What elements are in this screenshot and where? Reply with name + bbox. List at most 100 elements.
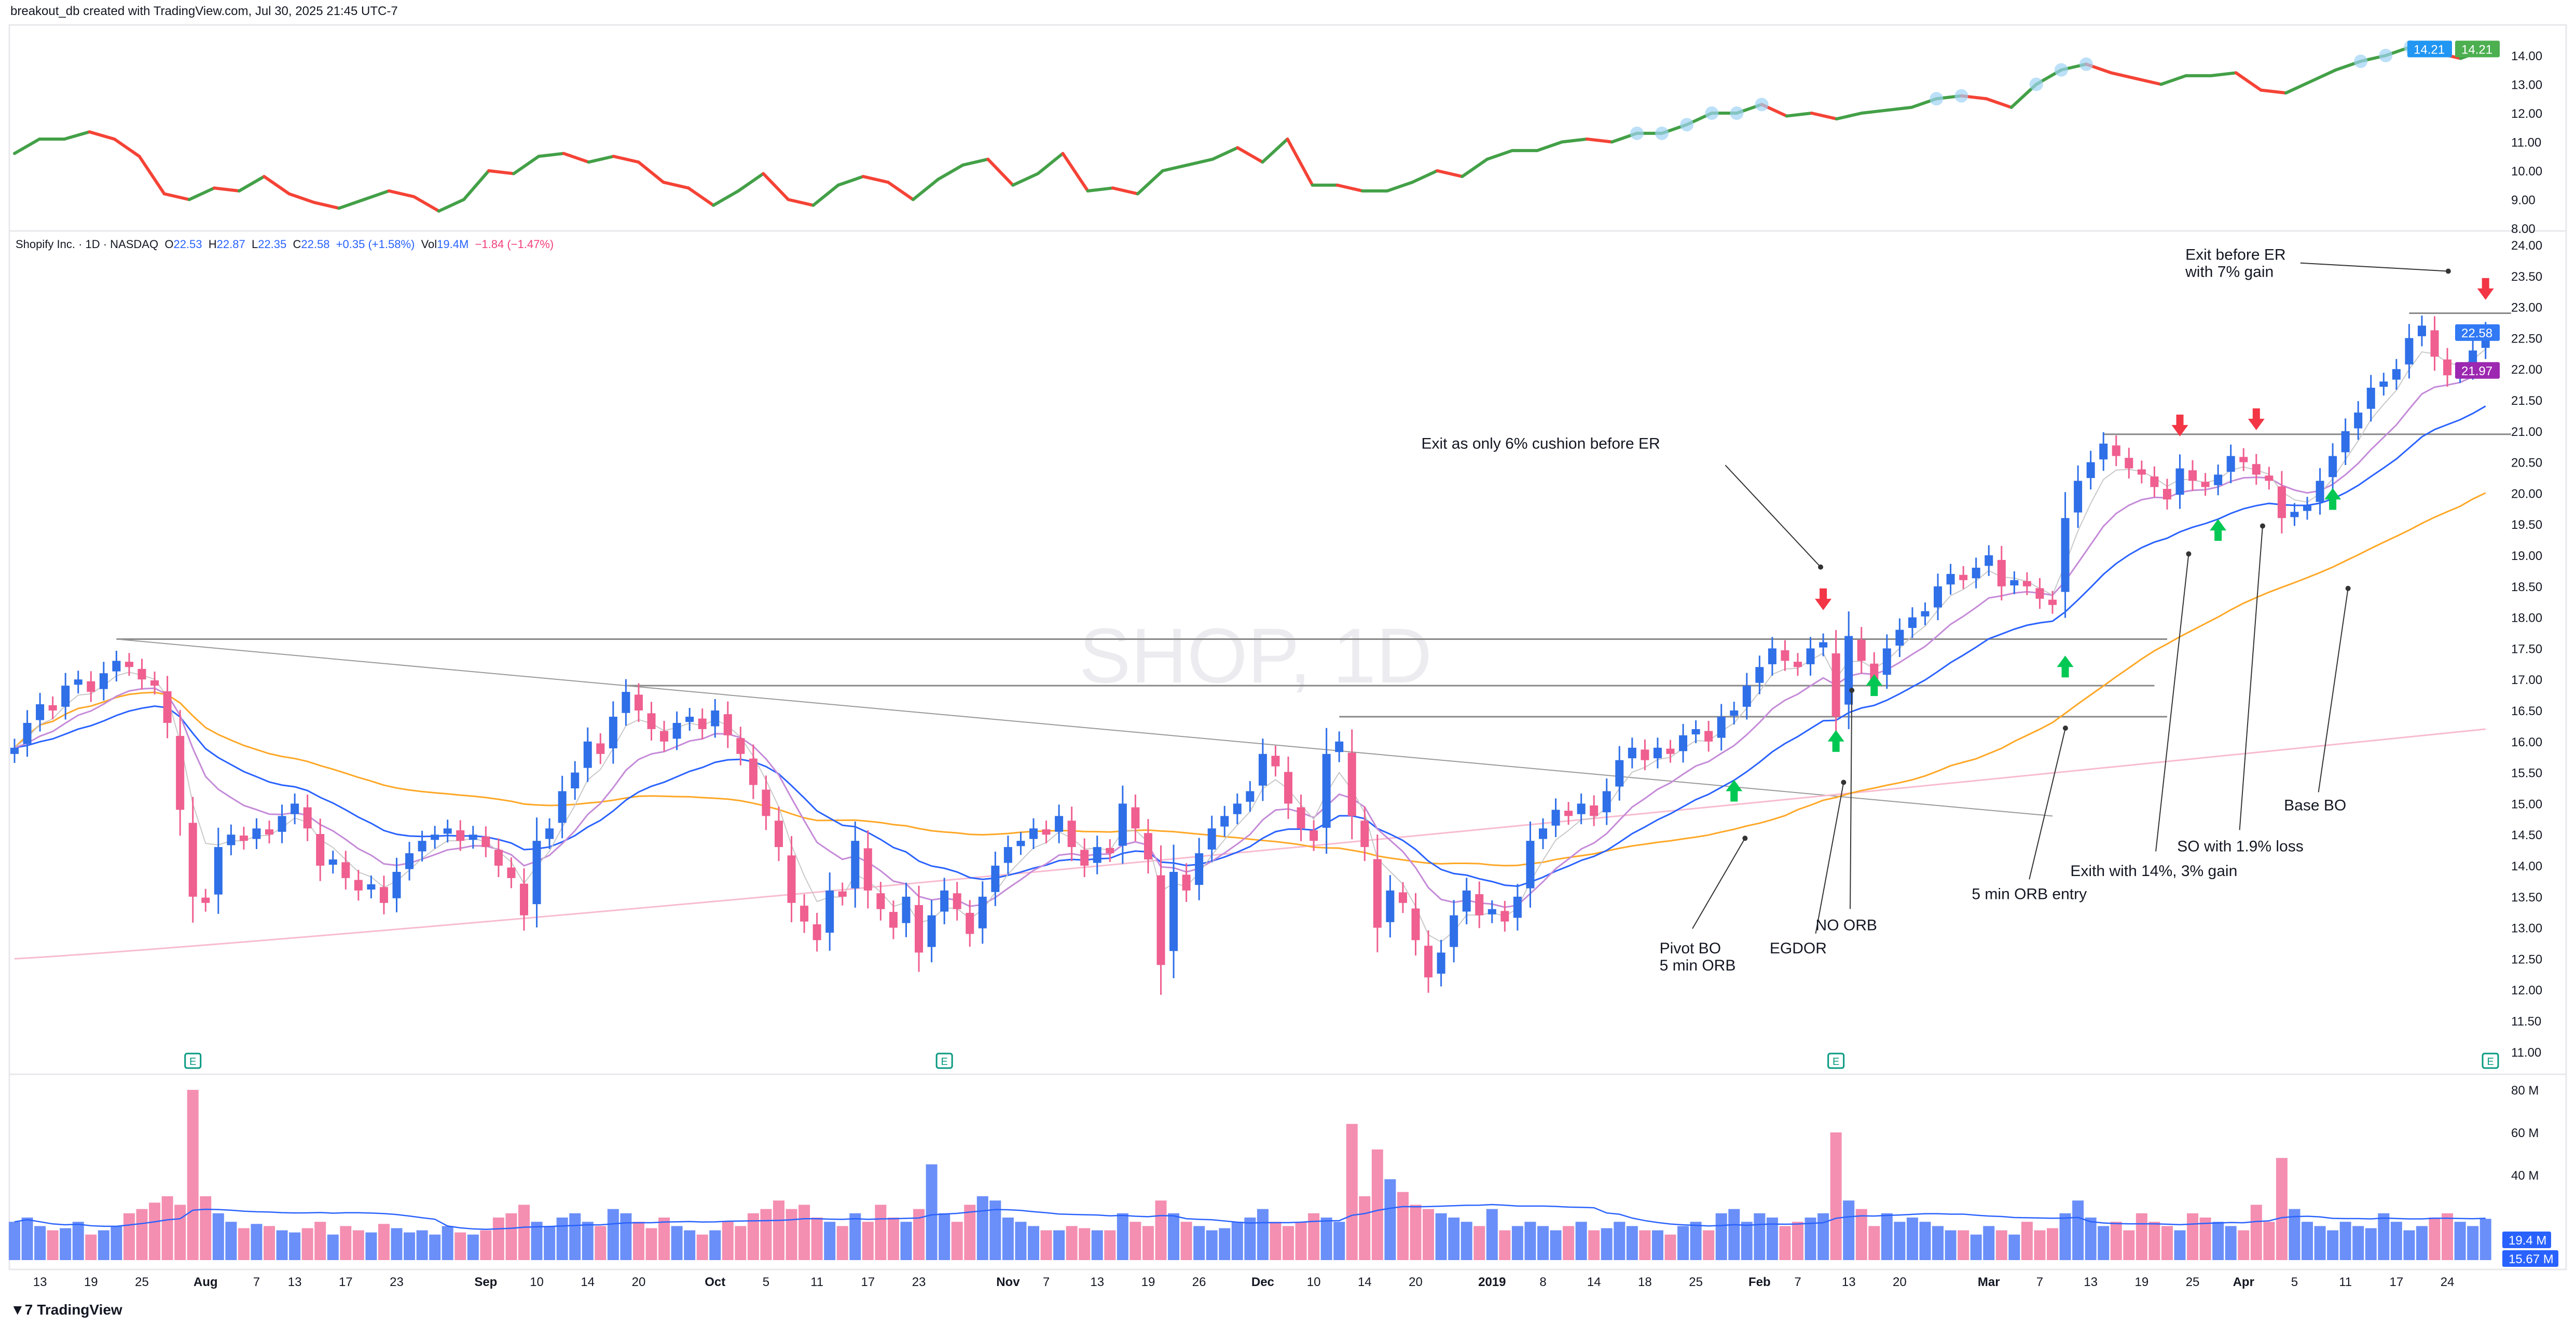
time-axis-tick: 24 — [2441, 1275, 2455, 1289]
volume-bar — [1499, 1230, 1511, 1260]
volume-bar — [964, 1205, 976, 1260]
candle — [1985, 545, 1993, 576]
volume-bar — [2098, 1226, 2110, 1260]
candle-body — [2162, 489, 2171, 500]
volume-bar — [2416, 1226, 2428, 1260]
axes[interactable]: 14.00 13.00 12.00 11.00 10.00 9.00 8.00 24.00 23… — [33, 40, 2558, 1289]
volume-bar — [1741, 1222, 1753, 1260]
candle-body — [2443, 359, 2452, 376]
rs-axis-tick: 11.00 — [2511, 136, 2541, 150]
annotations[interactable]: Exit as only 6% cushion before ER Exit be… — [1421, 246, 2494, 974]
candle — [520, 868, 528, 931]
ma-value-tag: 21.97 — [2461, 364, 2492, 378]
candle — [1679, 723, 1688, 763]
volume-bar — [212, 1213, 224, 1260]
volume-bar — [684, 1230, 696, 1260]
volume-bar — [811, 1218, 823, 1260]
annotation-text: EGDOR — [1770, 940, 1827, 957]
volume-bar — [1079, 1228, 1091, 1260]
rs-segment — [686, 186, 715, 207]
rs-segment — [1835, 112, 1863, 121]
volume-bar — [518, 1205, 530, 1260]
rs-segment — [263, 175, 291, 196]
candle — [10, 739, 19, 763]
candle — [2150, 466, 2159, 497]
volume-bar — [926, 1164, 938, 1260]
annotation-text: Exit as only 6% cushion before ER — [1421, 435, 1660, 453]
volume-bar — [1104, 1230, 1116, 1260]
volume-bar — [1448, 1218, 1460, 1260]
volume-bar — [2174, 1230, 2186, 1260]
candle-body — [902, 896, 911, 923]
volume-bar — [2302, 1222, 2313, 1260]
candle-body — [1411, 908, 1420, 940]
buy-arrow-icon — [2324, 488, 2341, 510]
volume-bar — [1359, 1196, 1371, 1260]
price-axis-tick: 21.00 — [2511, 425, 2542, 439]
volume-bar — [1728, 1209, 1740, 1260]
volume-bar — [1804, 1218, 1816, 1260]
annotation-leader-line — [2300, 262, 2448, 272]
candle — [418, 830, 426, 862]
volume-bar — [1970, 1234, 1982, 1260]
time-axis-tick: 20 — [1409, 1275, 1423, 1289]
ma10-line — [14, 368, 2486, 908]
price-axis-tick: 23.00 — [2511, 301, 2542, 315]
candle — [736, 727, 745, 765]
candle-body — [1233, 803, 1242, 814]
candle — [1831, 630, 1840, 740]
volume-bar — [1881, 1213, 1893, 1260]
time-axis-tick: 11 — [810, 1275, 823, 1289]
candle — [188, 797, 197, 923]
candle-body — [1946, 573, 1955, 585]
rs-segment — [1236, 146, 1264, 164]
candle-body — [1500, 911, 1509, 922]
candle-body — [749, 758, 757, 785]
rs-segment — [1985, 97, 2013, 109]
candle-body — [1093, 847, 1101, 863]
candle — [1055, 804, 1064, 843]
volume-bar — [289, 1232, 301, 1260]
candle-body — [2074, 481, 2083, 513]
volume-bar — [2110, 1222, 2122, 1260]
volume-bar — [786, 1209, 797, 1260]
candle-body — [622, 692, 630, 713]
candle — [443, 819, 452, 843]
candle-body — [1590, 805, 1599, 816]
candle — [2277, 471, 2286, 534]
candle-body — [1985, 555, 1993, 566]
time-axis-tick: 10 — [530, 1275, 544, 1289]
candle-body — [1067, 821, 1076, 847]
symbol-name[interactable]: Shopify Inc. · 1D · NASDAQ — [16, 238, 159, 251]
volume-bar — [314, 1222, 326, 1260]
candle-body — [1921, 611, 1930, 617]
volume-bar — [429, 1234, 441, 1260]
candle — [978, 881, 987, 944]
rs-new-high-dot — [1954, 89, 1968, 103]
candle — [1003, 836, 1012, 874]
volume-bar — [2378, 1213, 2390, 1260]
candle-body — [2022, 581, 2031, 586]
candle-body — [392, 871, 401, 898]
candle-body — [609, 716, 617, 748]
candle — [2265, 467, 2274, 490]
rs-segment — [63, 130, 91, 141]
drawn-levels[interactable] — [116, 312, 2511, 817]
candle-body — [2150, 476, 2159, 487]
candle-body — [1195, 853, 1204, 885]
candle-body — [1997, 559, 2006, 586]
candle — [1450, 900, 1458, 963]
volume-bar — [709, 1230, 721, 1260]
candle-body — [2392, 369, 2401, 380]
volume-bar — [72, 1222, 84, 1260]
candle — [2035, 578, 2044, 609]
candle-body — [2341, 431, 2350, 453]
candle-body — [1487, 909, 1496, 914]
candle — [1794, 653, 1802, 676]
tradingview-logo[interactable]: ▼7 TradingView — [10, 1302, 122, 1318]
volume-bar — [1461, 1222, 1472, 1260]
time-axis-tick: 7 — [253, 1275, 260, 1289]
rs-segment — [412, 195, 440, 213]
candle — [1258, 739, 1267, 801]
